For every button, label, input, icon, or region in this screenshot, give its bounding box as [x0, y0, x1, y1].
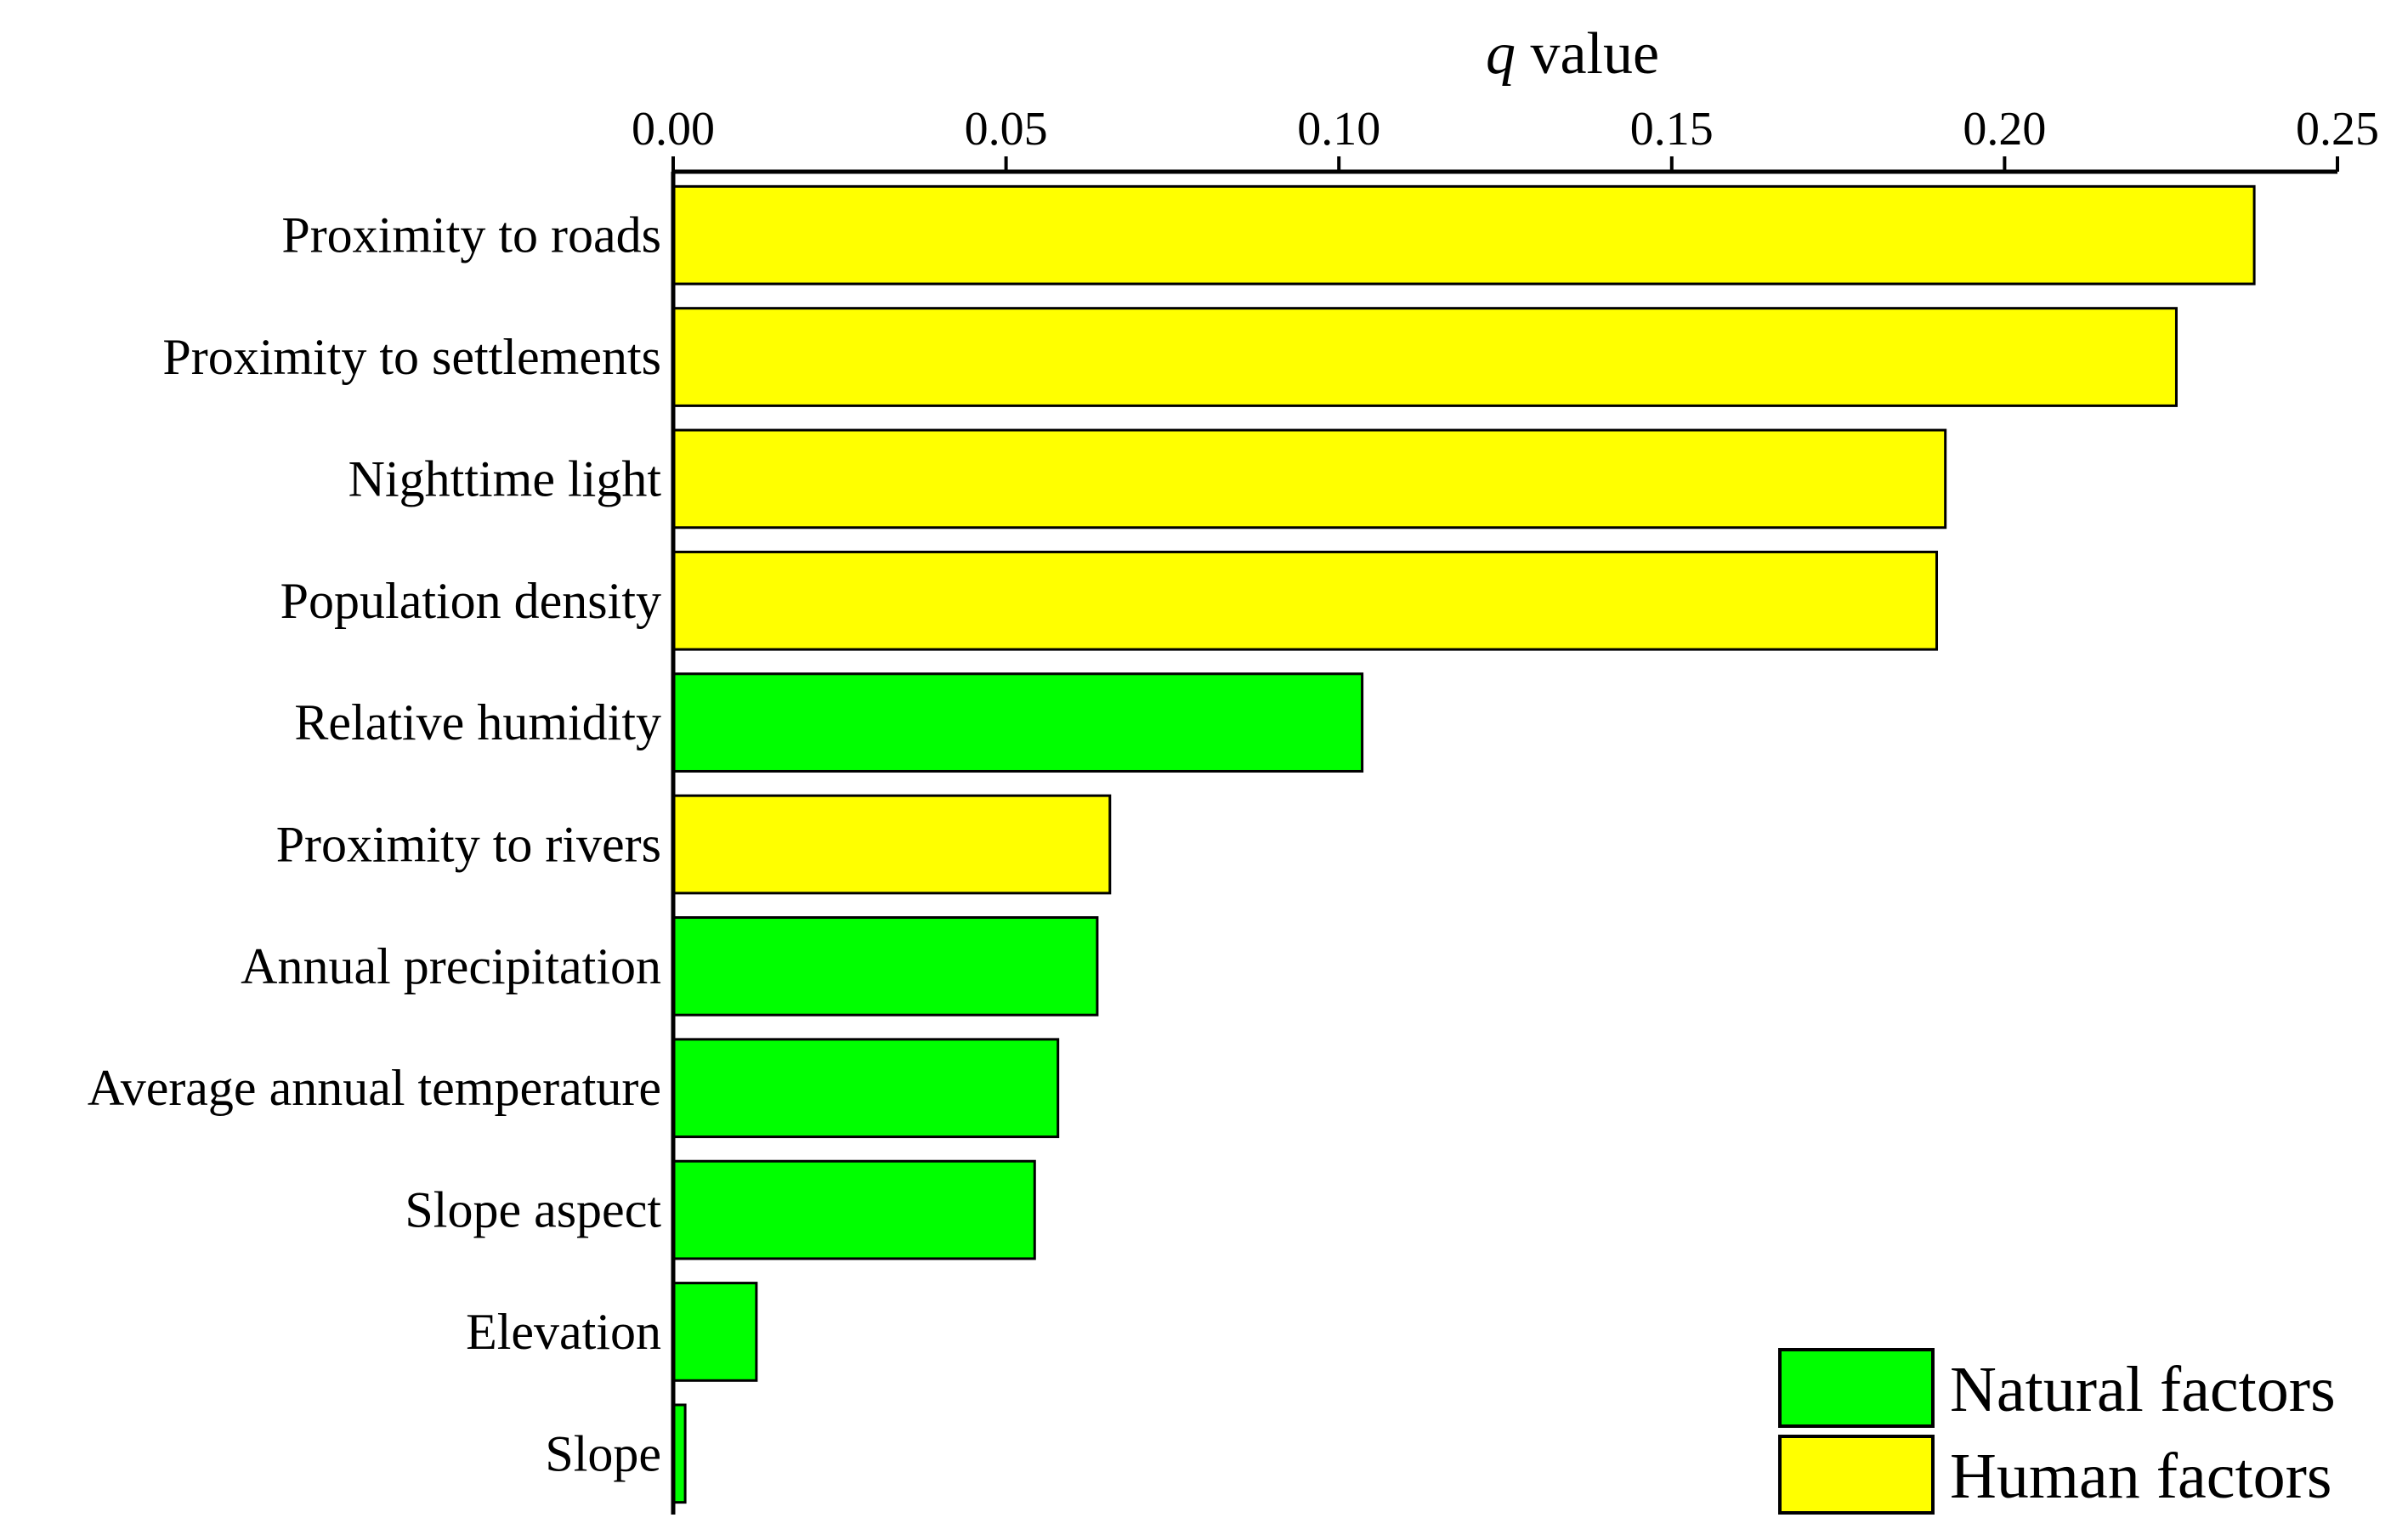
x-tick-label: 0.25 [2296, 103, 2379, 156]
category-label: Proximity to settlements [162, 329, 661, 385]
category-label: Population density [280, 573, 661, 629]
category-labels: Proximity to roads Proximity to settlemen… [88, 207, 662, 1482]
legend-label: Human factors [1950, 1441, 2332, 1512]
category-label: Slope [545, 1425, 661, 1481]
category-label: Elevation [466, 1304, 661, 1360]
bar [671, 1159, 1036, 1260]
legend: Natural factors Human factors [1778, 1348, 2336, 1515]
category-label: Annual precipitation [241, 938, 661, 994]
bar [671, 550, 1939, 651]
category-label: Proximity to roads [281, 207, 661, 263]
bar [671, 184, 2256, 286]
x-tick-label: 0.00 [632, 103, 715, 156]
x-axis-title-text: value [1516, 21, 1659, 87]
category-label: Relative humidity [294, 694, 661, 750]
x-axis-title-italic: q [1486, 21, 1516, 87]
x-tick-label: 0.15 [1630, 103, 1714, 156]
bars [671, 184, 2256, 1504]
category-label: Proximity to rivers [276, 817, 661, 873]
x-axis-title: q value [1486, 21, 1659, 87]
bar [671, 916, 1099, 1017]
x-tick-label: 0.20 [1963, 103, 2046, 156]
bar [671, 672, 1364, 773]
category-label: Average annual temperature [88, 1060, 661, 1116]
x-tick-label: 0.05 [965, 103, 1048, 156]
category-label: Nighttime light [348, 450, 662, 507]
legend-swatch [1778, 1435, 1935, 1515]
bar [671, 428, 1947, 529]
category-label: Slope aspect [405, 1182, 661, 1238]
bar [671, 307, 2178, 407]
x-tick-label: 0.10 [1297, 103, 1380, 156]
legend-label: Natural factors [1950, 1354, 2336, 1425]
x-axis-ticks: 0.00 0.05 0.10 0.15 0.20 0.25 [632, 103, 2379, 172]
legend-swatch [1778, 1348, 1935, 1428]
bar [671, 1282, 758, 1382]
bar [671, 1038, 1060, 1139]
bar [671, 794, 1112, 895]
